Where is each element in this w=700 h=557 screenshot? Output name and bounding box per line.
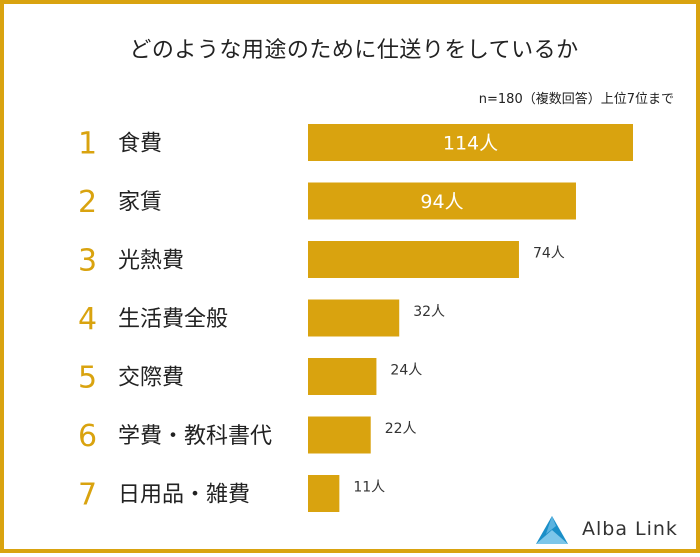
chart-title: どのような用途のために仕送りをしているか [129, 38, 579, 63]
rank-number: 4 [78, 302, 97, 337]
value-label: 32人 [413, 304, 445, 320]
bar [308, 241, 519, 278]
value-label: 11人 [353, 480, 385, 496]
rank-number: 3 [78, 244, 97, 279]
value-label: 74人 [533, 246, 565, 262]
bar [308, 299, 400, 337]
category-label: 光熱費 [118, 249, 184, 274]
category-label: 家賃 [118, 190, 162, 215]
category-label: 日用品・雑費 [118, 483, 250, 508]
sample-note: n=180（複数回答）上位7位まで [478, 92, 674, 107]
rank-number: 1 [78, 127, 97, 162]
bar [308, 416, 371, 454]
category-label: 生活費全般 [118, 307, 228, 332]
value-label: 114人 [443, 133, 498, 155]
rank-number: 7 [78, 478, 97, 513]
category-label: 食費 [118, 132, 162, 157]
value-label: 24人 [390, 363, 422, 379]
bar [308, 475, 340, 512]
bar [308, 182, 576, 220]
value-label: 94人 [420, 191, 463, 213]
rank-number: 2 [78, 185, 97, 220]
rank-number: 5 [78, 361, 97, 396]
brand-logo-icon [536, 516, 568, 544]
category-label: 学費・教科書代 [118, 424, 272, 449]
rank-number: 6 [78, 419, 97, 454]
brand-name: Alba Link [582, 518, 678, 540]
bar [308, 124, 633, 161]
bar-chart: 1 食費 114人 2 家賃 94人 3 光熱費 74人 4 生活費全般 32人 5 交際費 24人 6 学費・… [78, 124, 633, 513]
category-label: 交際費 [118, 366, 184, 391]
bar [308, 358, 377, 395]
value-label: 22人 [385, 421, 417, 437]
brand-logo: Alba Link [532, 512, 692, 548]
